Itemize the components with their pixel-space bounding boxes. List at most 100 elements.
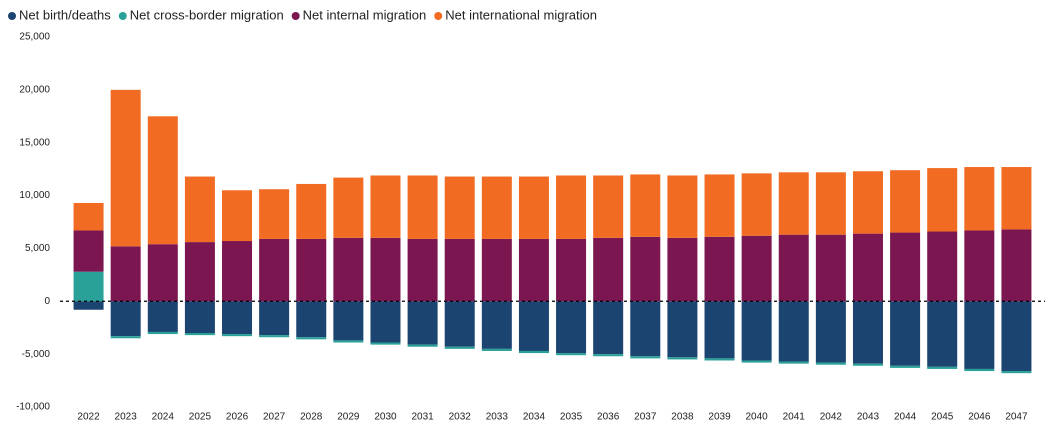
y-tick-label: 15,000	[19, 137, 50, 148]
bar-segment	[333, 301, 364, 341]
x-tick-label: 2022	[77, 412, 100, 421]
bar-segment	[110, 301, 141, 337]
bar-segment	[73, 230, 104, 272]
bar-segment	[296, 337, 327, 340]
y-tick-label: -10,000	[16, 402, 50, 413]
bar-segment	[222, 190, 253, 242]
bar-segment	[407, 175, 438, 239]
x-tick-label: 2023	[115, 412, 138, 421]
bar-segment	[704, 236, 735, 302]
x-tick-label: 2025	[189, 412, 212, 421]
bar-segment	[73, 202, 104, 231]
bar-segment	[667, 301, 698, 358]
x-tick-label: 2035	[560, 412, 583, 421]
x-tick-label: 2031	[411, 412, 434, 421]
bar-segment	[630, 236, 661, 302]
bar-segment	[222, 301, 253, 335]
bar-segment	[184, 176, 215, 243]
x-tick-label: 2044	[894, 412, 917, 421]
bar-segment	[481, 238, 512, 302]
bar-segment	[370, 175, 401, 238]
bar-segment	[815, 301, 846, 363]
bar-segment	[73, 301, 104, 310]
legend-marker	[8, 12, 16, 20]
bar-segment	[964, 167, 995, 231]
legend-label: Net internal migration	[303, 7, 427, 22]
bar-segment	[1001, 229, 1032, 302]
bar-segment	[741, 360, 772, 363]
bar-segment	[73, 271, 104, 302]
bar-segment	[1001, 301, 1032, 372]
bar-segment	[147, 244, 178, 302]
bar-segment	[147, 301, 178, 332]
bar-segment	[667, 357, 698, 360]
bar-segment	[630, 174, 661, 237]
bar-segment	[778, 234, 809, 302]
legend-marker	[118, 12, 127, 20]
x-tick-label: 2045	[931, 412, 954, 421]
bar-segment	[259, 301, 290, 336]
bar-segment	[370, 301, 401, 343]
bar-segment	[704, 301, 735, 359]
bar-segment	[964, 230, 995, 302]
bar-segment	[444, 346, 475, 349]
bar-segment	[184, 333, 215, 336]
bar-segment	[890, 301, 921, 366]
bar-segment	[481, 348, 512, 351]
bar-segment	[444, 301, 475, 347]
bar-segment	[593, 237, 624, 302]
bar-segment	[593, 175, 624, 238]
legend-label: Net international migration	[445, 7, 597, 22]
bar-segment	[630, 356, 661, 359]
bar-segment	[852, 233, 883, 302]
x-tick-label: 2026	[226, 412, 249, 421]
x-tick-label: 2030	[374, 412, 397, 421]
bar-segment	[518, 301, 549, 351]
bar-segment	[259, 238, 290, 302]
bar-segment	[704, 174, 735, 237]
bar-segment	[852, 301, 883, 364]
bar-segment	[964, 368, 995, 372]
x-tick-label: 2033	[486, 412, 509, 421]
bar-segment	[741, 173, 772, 236]
bar-segment	[815, 172, 846, 235]
x-tick-label: 2032	[449, 412, 472, 421]
bar-segment	[593, 354, 624, 357]
x-tick-label: 2038	[671, 412, 694, 421]
bar-segment	[110, 246, 141, 302]
bar-segment	[667, 175, 698, 238]
bar-segment	[852, 363, 883, 366]
y-tick-label: 0	[44, 296, 50, 307]
x-tick-label: 2027	[263, 412, 286, 421]
bar-segment	[852, 171, 883, 234]
x-tick-label: 2039	[708, 412, 731, 421]
legend-marker	[434, 12, 443, 20]
x-tick-label: 2036	[597, 412, 620, 421]
bar-segment	[259, 189, 290, 239]
bar-segment	[444, 176, 475, 239]
bar-segment	[630, 301, 661, 357]
bar-segment	[110, 336, 141, 339]
bar-segment	[370, 237, 401, 302]
bar-segment	[667, 237, 698, 302]
bar-segment	[741, 235, 772, 302]
x-tick-label: 2040	[746, 412, 769, 421]
bar-segment	[147, 116, 178, 245]
bar-segment	[110, 89, 141, 247]
bar-segment	[890, 170, 921, 233]
bar-segment	[1001, 167, 1032, 230]
bar-segment	[370, 342, 401, 345]
bar-segment	[296, 238, 327, 302]
x-tick-label: 2046	[968, 412, 991, 421]
bar-segment	[518, 238, 549, 302]
bar-segment	[407, 301, 438, 345]
bar-segment	[927, 231, 958, 302]
bar-segment	[778, 301, 809, 362]
bar-segment	[444, 238, 475, 302]
bar-segment	[296, 301, 327, 338]
bar-segment	[964, 301, 995, 369]
bar-segment	[481, 176, 512, 239]
x-tick-label: 2034	[523, 412, 546, 421]
bar-segment	[927, 168, 958, 232]
